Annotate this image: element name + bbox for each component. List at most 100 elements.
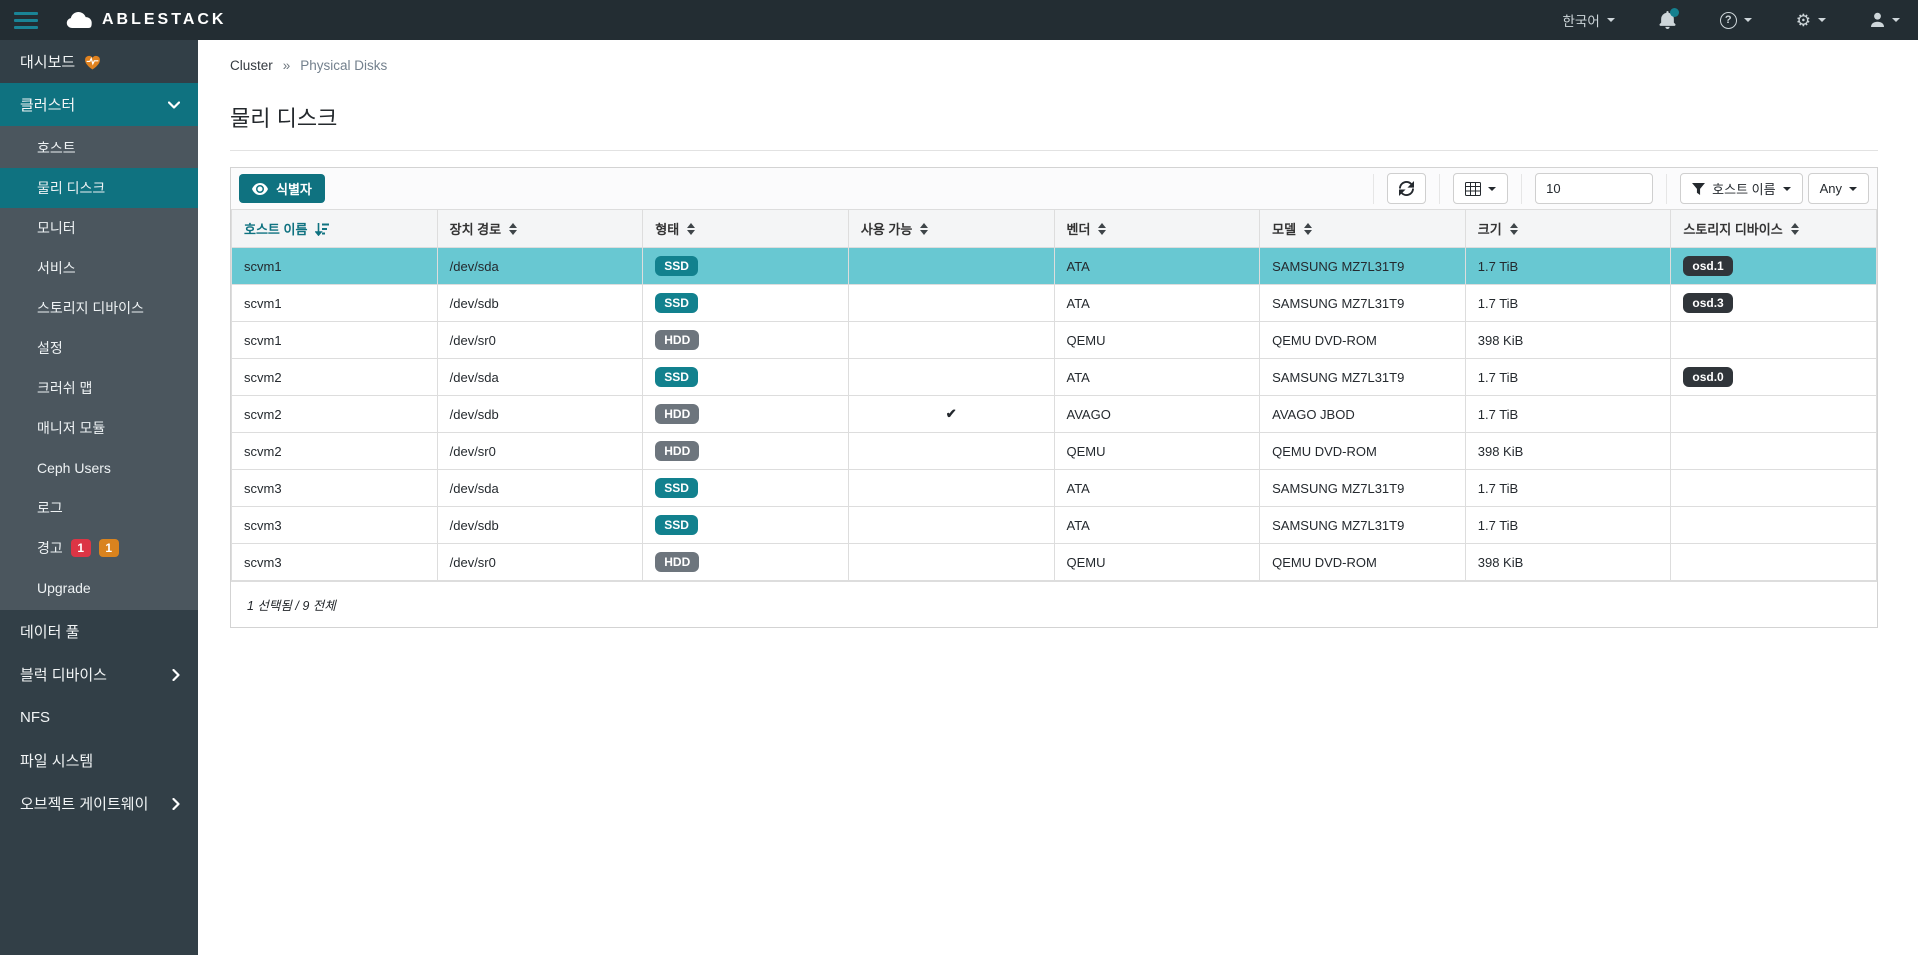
column-label: 장치 경로 <box>449 222 502 237</box>
caret-down-icon <box>1743 18 1752 22</box>
toolbar-divider <box>1521 173 1523 204</box>
sidebar-item-ceph-users[interactable]: Ceph Users <box>0 448 198 488</box>
cell-vendor: ATA <box>1053 469 1261 507</box>
settings-dropdown[interactable]: ⚙ <box>1796 12 1826 29</box>
cell-vendor: ATA <box>1053 247 1261 285</box>
cell-model: SAMSUNG MZ7L31T9 <box>1259 284 1466 322</box>
cell-available <box>847 506 1055 544</box>
filter-value-dropdown[interactable]: Any <box>1807 173 1869 204</box>
eye-icon <box>252 182 268 195</box>
language-label: 한국어 <box>1562 14 1600 29</box>
cell-model: SAMSUNG MZ7L31T9 <box>1259 469 1466 507</box>
table-row[interactable]: scvm2/dev/sdb HDD ✔ AVAGO AVAGO JBOD 1.7 TiB <box>231 395 1877 433</box>
help-dropdown[interactable]: ? <box>1719 11 1752 29</box>
column-header-available[interactable]: 사용 가능 <box>847 209 1055 248</box>
disk-type-badge: SSD <box>655 367 698 387</box>
column-header-inner: 형태 <box>655 219 836 238</box>
sidebar-item-filesystems[interactable]: 파일 시스템 <box>0 739 198 782</box>
heartbeat-icon <box>84 54 101 70</box>
cell-device-path: /dev/sr0 <box>436 543 644 581</box>
column-label: 사용 가능 <box>860 222 913 237</box>
cell-device-path: /dev/sda <box>436 469 644 507</box>
user-icon <box>1870 12 1885 28</box>
column-header-vendor[interactable]: 벤더 <box>1053 209 1261 248</box>
column-header-model[interactable]: 모델 <box>1259 209 1466 248</box>
table-row[interactable]: scvm2/dev/sda SSD ATA SAMSUNG MZ7L31T9 1.7 T… <box>231 358 1877 396</box>
table-row[interactable]: scvm2/dev/sr0 HDD QEMU QEMU DVD-ROM 398 KiB <box>231 432 1877 470</box>
sidebar-item-block-devices[interactable]: 블럭 디바이스 <box>0 653 198 696</box>
sort-icon <box>1790 222 1799 235</box>
column-header-type[interactable]: 형태 <box>642 209 849 248</box>
cell-size: 1.7 TiB <box>1464 358 1672 396</box>
cell-size: 1.7 TiB <box>1464 469 1672 507</box>
sidebar-subitem-label: 모니터 <box>37 220 76 236</box>
column-label: 스토리지 디바이스 <box>1683 222 1783 237</box>
column-selector-dropdown[interactable] <box>1453 173 1509 204</box>
cell-model: QEMU DVD-ROM <box>1259 432 1466 470</box>
notifications-button[interactable] <box>1659 8 1679 29</box>
sidebar-item-upgrade[interactable]: Upgrade <box>0 568 198 608</box>
filter-column-dropdown[interactable]: 호스트 이름 <box>1680 173 1803 204</box>
table-row[interactable]: scvm1/dev/sr0 HDD QEMU QEMU DVD-ROM 398 KiB <box>231 321 1877 359</box>
sort-icon <box>687 222 696 235</box>
column-header-storage-devices[interactable]: 스토리지 디바이스 <box>1670 209 1877 248</box>
refresh-button[interactable] <box>1387 173 1427 204</box>
sidebar-item-label: NFS <box>20 709 50 726</box>
caret-down-icon <box>1849 186 1857 191</box>
language-dropdown[interactable]: 한국어 <box>1562 10 1615 30</box>
main-content: Cluster » Physical Disks 물리 디스크 식별자 <box>198 40 1918 964</box>
cell-available <box>847 543 1055 581</box>
column-label: 호스트 이름 <box>244 222 308 237</box>
disk-type-badge: HDD <box>655 330 700 350</box>
sidebar-item-dashboard[interactable]: 대시보드 <box>0 40 198 83</box>
cell-vendor: ATA <box>1053 506 1261 544</box>
table-row[interactable]: scvm3/dev/sr0 HDD QEMU QEMU DVD-ROM 398 KiB <box>231 543 1877 581</box>
sidebar-item-label: 파일 시스템 <box>20 753 94 770</box>
page-size-input[interactable] <box>1535 173 1654 204</box>
cell-storage-devices <box>1670 469 1877 507</box>
sidebar-item-monitors[interactable]: 모니터 <box>0 208 198 248</box>
toolbar-divider <box>1373 173 1375 204</box>
cell-available <box>847 358 1055 396</box>
identify-button[interactable]: 식별자 <box>239 174 325 203</box>
osd-badge: osd.3 <box>1683 293 1733 313</box>
table-toolbar: 식별자 <box>231 168 1877 209</box>
table-row[interactable]: scvm3/dev/sda SSD ATA SAMSUNG MZ7L31T9 1.7 T… <box>231 469 1877 507</box>
sidebar-item-services[interactable]: 서비스 <box>0 248 198 288</box>
sidebar-item-manager-modules[interactable]: 매니저 모듈 <box>0 408 198 448</box>
column-header-inner: 호스트 이름 <box>244 219 425 238</box>
table-row[interactable]: scvm1/dev/sdb SSD ATA SAMSUNG MZ7L31T9 1.7 T… <box>231 284 1877 322</box>
column-header-device-path[interactable]: 장치 경로 <box>436 209 644 248</box>
osd-badge: osd.1 <box>1683 256 1733 276</box>
table-row[interactable]: scvm1/dev/sda SSD ATA SAMSUNG MZ7L31T9 1.7 T… <box>231 247 1877 285</box>
cell-host-name: scvm3 <box>231 506 438 544</box>
table-row[interactable]: scvm3/dev/sdb SSD ATA SAMSUNG MZ7L31T9 1.7 T… <box>231 506 1877 544</box>
hamburger-menu-icon[interactable] <box>14 11 38 29</box>
sidebar-item-configuration[interactable]: 설정 <box>0 328 198 368</box>
sidebar-item-crush-map[interactable]: 크러쉬 맵 <box>0 368 198 408</box>
column-header-size[interactable]: 크기 <box>1464 209 1672 248</box>
cell-storage-devices: osd.3 <box>1670 284 1877 322</box>
sidebar-item-pools[interactable]: 데이터 풀 <box>0 610 198 653</box>
sort-icon <box>1098 222 1107 235</box>
toolbar-divider <box>1439 173 1441 204</box>
cell-storage-devices <box>1670 506 1877 544</box>
alert-count-badge: 1 <box>98 539 119 557</box>
sidebar-item-hosts[interactable]: 호스트 <box>0 128 198 168</box>
sidebar-item-object-gateway[interactable]: 오브젝트 게이트웨이 <box>0 782 198 825</box>
sidebar-item-cluster[interactable]: 클러스터 <box>0 83 198 126</box>
notification-dot <box>1669 8 1679 17</box>
user-dropdown[interactable] <box>1870 12 1900 28</box>
cell-vendor: ATA <box>1053 284 1261 322</box>
breadcrumb-cluster[interactable]: Cluster <box>230 58 273 73</box>
sidebar-item-storage-devices[interactable]: 스토리지 디바이스 <box>0 288 198 328</box>
column-header-host-name[interactable]: 호스트 이름 <box>231 209 438 248</box>
cell-type: SSD <box>642 358 849 396</box>
brand-name: ABLESTACK <box>102 11 227 28</box>
sidebar-item-logs[interactable]: 로그 <box>0 488 198 528</box>
funnel-icon <box>1692 182 1706 195</box>
sidebar-item-physical-disks[interactable]: 물리 디스크 <box>0 168 198 208</box>
sidebar-item-nfs[interactable]: NFS <box>0 696 198 739</box>
sidebar-item-alerts[interactable]: 경고 1 1 <box>0 528 198 568</box>
